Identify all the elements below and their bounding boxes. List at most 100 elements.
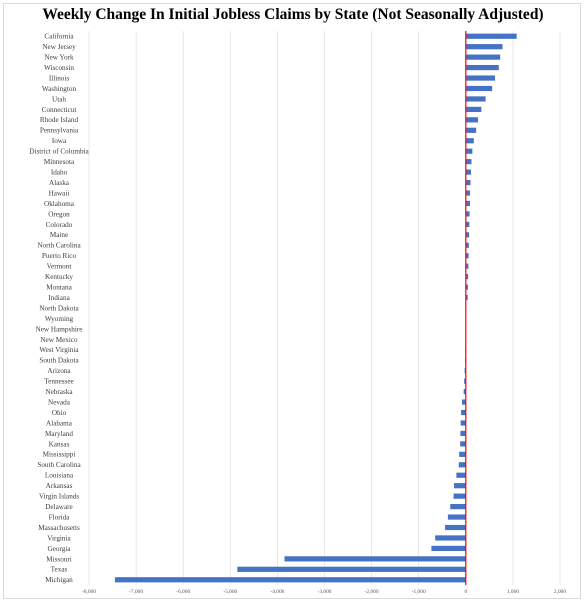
bar — [454, 483, 466, 489]
category-label: Oklahoma — [44, 200, 75, 208]
category-label: Ohio — [52, 409, 67, 417]
category-label: Missouri — [46, 555, 72, 563]
bar — [465, 294, 468, 301]
bar — [465, 159, 472, 165]
bar — [465, 64, 499, 71]
category-label: Florida — [49, 513, 71, 521]
category-label: Virginia — [47, 534, 71, 542]
x-tick-label: 0 — [464, 589, 467, 595]
category-label: New York — [44, 54, 74, 62]
category-label: Colorado — [46, 221, 73, 229]
bar — [465, 148, 473, 154]
category-label: Nevada — [48, 398, 71, 406]
bar — [465, 138, 474, 144]
bar — [465, 190, 471, 196]
category-label: Pennsylvania — [40, 127, 79, 135]
bar — [462, 399, 466, 405]
category-label: Arizona — [47, 367, 71, 375]
category-label: Puerto Rico — [42, 252, 77, 260]
bar — [237, 566, 466, 572]
bar — [465, 44, 503, 50]
x-tick-label: -1,000 — [412, 589, 426, 595]
category-label: Tennessee — [44, 378, 73, 386]
category-label: Texas — [51, 566, 68, 574]
x-tick-label: -3,000 — [318, 589, 332, 595]
category-label: Alaska — [49, 179, 70, 187]
category-label: Alabama — [46, 419, 73, 427]
bar — [450, 504, 466, 510]
category-label: Virgin Islands — [39, 493, 80, 501]
category-label: Maryland — [45, 430, 73, 438]
bar — [447, 514, 466, 520]
bar — [284, 556, 466, 562]
bar — [465, 253, 469, 259]
bar — [453, 493, 466, 499]
bar — [465, 284, 468, 290]
x-tick-label: -8,000 — [82, 589, 96, 595]
category-label: California — [44, 33, 74, 41]
bar — [460, 420, 466, 426]
category-label: South Dakota — [39, 357, 79, 365]
category-label: Wyoming — [45, 315, 74, 323]
bar — [459, 451, 466, 457]
category-label: Montana — [46, 283, 72, 291]
category-label: Hawaii — [49, 189, 70, 197]
category-label: Maine — [50, 231, 68, 239]
category-label: New Hampshire — [36, 325, 83, 333]
category-label: North Dakota — [39, 304, 79, 312]
category-label: Connecticut — [42, 106, 77, 114]
bar — [465, 85, 493, 92]
category-label: Idaho — [51, 169, 68, 177]
chart-title: Weekly Change In Initial Jobless Claims … — [42, 6, 544, 23]
category-label: Arkansas — [46, 482, 73, 490]
x-tick-label: -5,000 — [223, 589, 237, 595]
bar — [465, 263, 469, 269]
bar — [431, 545, 466, 552]
x-tick-label: -7,000 — [129, 589, 143, 595]
category-label: Mississippi — [43, 451, 76, 459]
x-tick-label: -2,000 — [365, 589, 379, 595]
bar — [465, 179, 471, 186]
bar — [114, 577, 466, 583]
bar — [465, 242, 469, 248]
bar — [465, 106, 482, 112]
bar — [465, 169, 471, 175]
gridlines — [88, 31, 561, 585]
x-tick-label: 2,000 — [554, 589, 566, 595]
bar — [464, 378, 466, 384]
category-label: New Mexico — [40, 336, 78, 344]
category-label: New Jersey — [42, 43, 76, 51]
bar — [465, 75, 496, 81]
category-label: Michigan — [45, 576, 73, 584]
category-label: West Virginia — [39, 346, 79, 354]
bar — [465, 127, 477, 133]
category-label: Georgia — [47, 545, 71, 553]
bar — [465, 211, 470, 217]
bar — [465, 117, 479, 123]
x-tick-label: -4,000 — [270, 589, 284, 595]
category-label: Vermont — [47, 263, 72, 271]
bar — [463, 389, 466, 395]
category-label: Rhode Island — [40, 116, 79, 124]
bar — [465, 200, 471, 207]
category-label: Utah — [52, 95, 66, 103]
category-label: Massachusetts — [38, 524, 80, 532]
x-axis-tick-labels: -8,000 -7,000 -6,000 -5,000 -4,000 -3,000 -2,0… — [82, 589, 566, 595]
chart-frame — [3, 3, 581, 599]
bar — [435, 535, 466, 541]
bar — [460, 441, 466, 447]
bars — [114, 33, 517, 583]
category-label: Delaware — [45, 503, 73, 511]
category-labels: California New Jersey New York Wisconsin Ill… — [29, 33, 89, 585]
category-label: Illinois — [49, 74, 70, 82]
bar — [460, 430, 466, 437]
bar — [461, 409, 466, 416]
x-tick-label: -6,000 — [176, 589, 190, 595]
category-label: District of Columbia — [29, 148, 89, 156]
bar — [465, 274, 469, 280]
bar — [465, 54, 501, 60]
bar — [465, 221, 470, 227]
category-label: North Carolina — [37, 242, 81, 250]
bar — [458, 462, 466, 468]
